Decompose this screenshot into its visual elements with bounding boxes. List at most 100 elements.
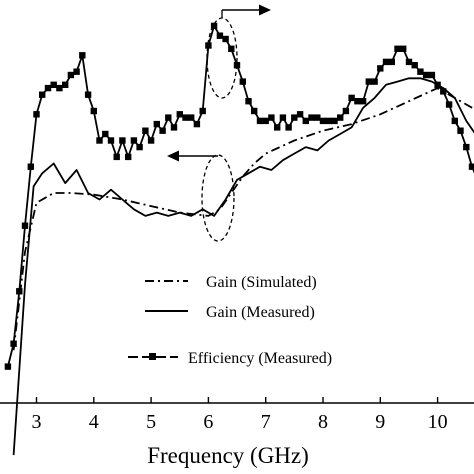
- series-point-efficiency-measured-29: [170, 124, 178, 131]
- series-point-efficiency-measured-69: [400, 45, 407, 52]
- series-point-efficiency-measured-77: [445, 101, 453, 108]
- series-point-efficiency-measured-37: [216, 32, 224, 39]
- series-layer: [4, 22, 474, 456]
- series-point-efficiency-measured-49: [285, 124, 292, 131]
- series-point-efficiency-measured-65: [377, 65, 384, 72]
- series-point-efficiency-measured-0: [4, 363, 12, 370]
- x-tick-label-3: 3: [32, 411, 42, 433]
- series-point-efficiency-measured-76: [440, 88, 447, 95]
- series-point-efficiency-measured-54: [314, 114, 321, 121]
- series-point-efficiency-measured-53: [308, 114, 315, 121]
- series-point-efficiency-measured-13: [79, 52, 86, 59]
- x-tick-label-10: 10: [428, 411, 448, 433]
- series-point-efficiency-measured-71: [411, 62, 418, 69]
- plot-area: 3 4 5 6 7 8 9 10 Gain (Simulated) Gain (Measure…: [0, 4, 474, 468]
- series-point-efficiency-measured-36: [210, 22, 218, 30]
- series-point-efficiency-measured-35: [205, 42, 212, 49]
- series-point-efficiency-measured-79: [457, 127, 464, 134]
- annotation-ellipse-gain: [201, 154, 235, 242]
- legend-label-gain-simulated: Gain (Simulated): [206, 274, 317, 291]
- series-point-efficiency-measured-9: [56, 84, 63, 92]
- series-point-efficiency-measured-45: [262, 117, 269, 125]
- series-point-efficiency-measured-46: [268, 114, 275, 121]
- series-point-efficiency-measured-8: [50, 81, 57, 88]
- series-point-efficiency-measured-1: [10, 340, 17, 347]
- series-point-efficiency-measured-60: [348, 94, 355, 102]
- legend-label-efficiency-measured: Efficiency (Measured): [188, 350, 332, 367]
- series-point-efficiency-measured-47: [274, 124, 281, 131]
- series-point-efficiency-measured-39: [228, 45, 235, 52]
- series-point-efficiency-measured-24: [142, 127, 149, 134]
- series-point-efficiency-measured-58: [337, 114, 344, 121]
- series-point-efficiency-measured-78: [451, 117, 458, 125]
- series-point-efficiency-measured-72: [417, 68, 424, 75]
- legend: Gain (Simulated) Gain (Measured) Efficie…: [128, 274, 332, 367]
- x-tick-label-9: 9: [375, 411, 385, 433]
- series-point-efficiency-measured-18: [107, 137, 115, 144]
- series-point-efficiency-measured-21: [125, 153, 132, 161]
- series-point-efficiency-measured-70: [405, 58, 413, 66]
- series-point-efficiency-measured-7: [44, 84, 52, 92]
- series-point-efficiency-measured-73: [422, 71, 430, 79]
- series-point-efficiency-measured-57: [331, 117, 338, 125]
- series-point-efficiency-measured-48: [279, 114, 287, 121]
- series-point-efficiency-measured-43: [251, 107, 258, 115]
- x-tick-label-7: 7: [261, 411, 271, 433]
- arrow-left-icon: [167, 150, 179, 162]
- series-point-efficiency-measured-32: [188, 114, 195, 121]
- annotation-layer: [167, 4, 271, 242]
- series-point-efficiency-measured-66: [382, 58, 390, 66]
- series-point-efficiency-measured-34: [199, 107, 206, 115]
- series-point-efficiency-measured-56: [325, 117, 332, 125]
- series-point-efficiency-measured-31: [182, 114, 189, 121]
- x-tick-label-4: 4: [89, 411, 99, 433]
- series-point-efficiency-measured-3: [21, 222, 29, 229]
- series-point-efficiency-measured-44: [256, 117, 264, 125]
- series-point-efficiency-measured-6: [39, 91, 46, 98]
- series-point-efficiency-measured-27: [159, 127, 166, 134]
- series-point-efficiency-measured-41: [239, 78, 246, 85]
- series-point-efficiency-measured-20: [119, 137, 126, 144]
- series-point-efficiency-measured-12: [73, 68, 80, 75]
- x-axis-title: Frequency (GHz): [147, 443, 309, 468]
- series-point-efficiency-measured-75: [434, 81, 441, 88]
- series-line-gain-measured: [12, 77, 474, 456]
- series-point-efficiency-measured-55: [319, 117, 327, 125]
- series-point-efficiency-measured-42: [245, 98, 252, 105]
- series-point-efficiency-measured-50: [291, 114, 298, 121]
- series-point-efficiency-measured-10: [62, 81, 69, 88]
- series-point-efficiency-measured-4: [27, 163, 34, 170]
- series-point-efficiency-measured-67: [388, 58, 395, 66]
- series-point-efficiency-measured-22: [130, 137, 138, 144]
- series-point-efficiency-measured-62: [359, 98, 367, 105]
- x-tick-label-6: 6: [203, 411, 213, 433]
- x-tick-label-8: 8: [318, 411, 328, 433]
- series-point-efficiency-measured-5: [33, 111, 40, 118]
- series-point-efficiency-measured-28: [165, 114, 172, 121]
- arrow-right-icon: [259, 4, 271, 16]
- series-point-efficiency-measured-64: [371, 78, 378, 85]
- series-point-efficiency-measured-17: [102, 130, 109, 138]
- legend-marker-efficiency-measured: [149, 353, 156, 360]
- series-point-efficiency-measured-68: [394, 45, 401, 52]
- series-point-efficiency-measured-61: [354, 98, 361, 105]
- series-point-efficiency-measured-52: [302, 117, 309, 125]
- legend-label-gain-measured: Gain (Measured): [206, 304, 315, 321]
- series-point-efficiency-measured-59: [342, 107, 350, 115]
- series-point-efficiency-measured-63: [365, 78, 372, 85]
- annotation-ellipse-efficiency: [206, 17, 238, 99]
- series-point-efficiency-measured-80: [463, 143, 470, 151]
- series-point-efficiency-measured-51: [296, 111, 304, 118]
- series-point-efficiency-measured-26: [153, 120, 160, 128]
- series-point-efficiency-measured-23: [136, 143, 143, 151]
- series-point-efficiency-measured-2: [16, 288, 23, 295]
- series-point-efficiency-measured-74: [428, 71, 436, 79]
- x-tick-label-5: 5: [146, 411, 156, 433]
- series-point-efficiency-measured-19: [113, 153, 120, 161]
- series-point-efficiency-measured-30: [176, 111, 183, 118]
- series-point-efficiency-measured-15: [90, 107, 97, 115]
- series-point-efficiency-measured-16: [96, 137, 103, 144]
- x-ticks: 3 4 5 6 7 8 9 10: [32, 397, 448, 433]
- series-point-efficiency-measured-11: [67, 71, 75, 79]
